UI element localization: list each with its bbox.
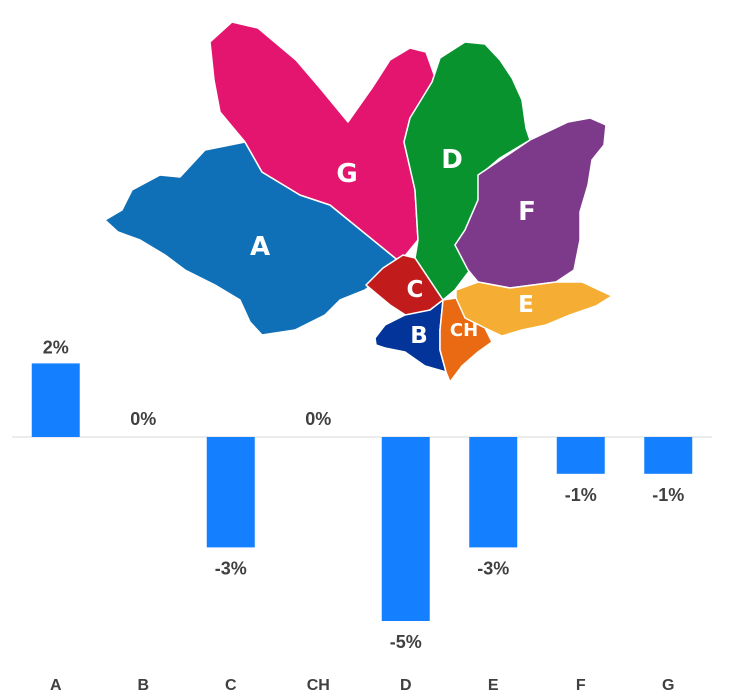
- category-label-a: A: [50, 677, 62, 694]
- data-label-c: -3%: [215, 558, 247, 578]
- category-label-g: G: [662, 677, 674, 694]
- map-region-a[interactable]: [104, 141, 401, 336]
- map-label-d: D: [441, 145, 463, 175]
- map-region-ch[interactable]: [439, 297, 493, 383]
- bar-c[interactable]: [206, 437, 255, 548]
- map-label-f: F: [518, 197, 536, 227]
- category-label-c: C: [225, 677, 237, 694]
- data-label-ch: 0%: [305, 409, 331, 429]
- map-label-g: G: [336, 159, 357, 189]
- bar-d[interactable]: [381, 437, 430, 621]
- data-label-g: -1%: [652, 485, 684, 505]
- map-label-c: C: [407, 277, 424, 303]
- category-label-e: E: [488, 677, 499, 694]
- map-label-ch: CH: [450, 320, 478, 341]
- data-label-f: -1%: [565, 485, 597, 505]
- region-map: A G D F C E B CH: [104, 21, 613, 383]
- category-label-f: F: [576, 677, 586, 694]
- category-label-b: B: [137, 677, 149, 694]
- bar-e[interactable]: [469, 437, 518, 548]
- bar-f[interactable]: [556, 437, 605, 474]
- category-label-ch: CH: [307, 677, 330, 694]
- bar-chart: 2% 0% -3% 0% -5% -3% -1% -1% A B C CH D E F G: [12, 337, 712, 694]
- map-label-a: A: [250, 232, 270, 262]
- map-label-e: E: [518, 292, 534, 318]
- map-label-b: B: [410, 323, 428, 349]
- data-label-a: 2%: [43, 337, 69, 357]
- data-label-b: 0%: [130, 409, 156, 429]
- map-region-f[interactable]: [454, 117, 607, 289]
- data-label-d: -5%: [390, 632, 422, 652]
- bar-a[interactable]: [31, 363, 80, 437]
- bar-g[interactable]: [644, 437, 693, 474]
- category-label-d: D: [400, 677, 412, 694]
- data-label-e: -3%: [477, 558, 509, 578]
